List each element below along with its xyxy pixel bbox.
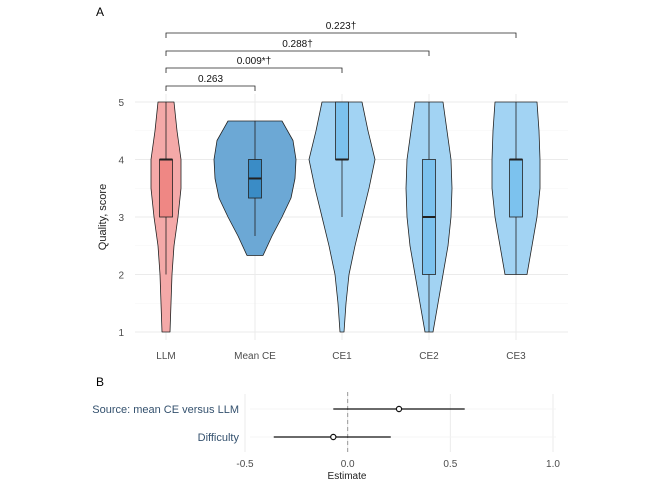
forest-rows: Source: mean CE versus LLM Difficulty <box>92 404 465 444</box>
point-estimate <box>395 405 403 413</box>
x-tick-label-b: 0.5 <box>443 459 457 470</box>
y-tick-label: 5 <box>118 98 124 109</box>
box <box>159 159 173 218</box>
bracket-label: 0.009*† <box>237 56 271 67</box>
x-grid <box>244 392 556 454</box>
y-axis-label: Quality, score <box>97 184 109 250</box>
x-tick-label-b: 1.0 <box>546 459 560 470</box>
bracket-label: 0.223† <box>326 21 357 32</box>
bracket <box>165 67 343 73</box>
x-tick-label-b: -0.5 <box>236 459 254 470</box>
panel-label-b: B <box>96 375 104 389</box>
y-tick-label: 4 <box>118 156 124 167</box>
box <box>335 101 349 160</box>
point-estimate <box>330 433 337 441</box>
y-tick-label: 1 <box>118 328 124 339</box>
significance-brackets: 0.263 0.009*† 0.288† 0.223† <box>165 21 517 91</box>
forest-panel: Source: mean CE versus LLM Difficulty -0.… <box>92 392 560 482</box>
y-tick-label: 3 <box>118 213 124 224</box>
y-tick-label: 2 <box>118 271 124 282</box>
x-tick-labels-b: -0.5 0.0 0.5 1.0 <box>236 459 560 470</box>
x-tick-label-b: 0.0 <box>341 459 355 470</box>
x-tick-label: LLM <box>156 351 175 362</box>
bracket-label: 0.263 <box>198 74 223 85</box>
y-tick-labels: 1 2 3 4 5 <box>118 98 124 339</box>
bracket-label: 0.288† <box>282 39 313 50</box>
bracket <box>165 50 430 56</box>
x-tick-label: CE1 <box>332 351 352 362</box>
panel-label-a: A <box>96 5 104 19</box>
x-axis-label-b: Estimate <box>328 471 367 482</box>
bracket <box>165 32 517 38</box>
x-tick-label: Mean CE <box>234 351 276 362</box>
forest-row-label: Source: mean CE versus LLM <box>92 404 239 416</box>
violins <box>150 101 541 333</box>
box <box>509 159 523 218</box>
bracket <box>165 85 256 91</box>
forest-row-label: Difficulty <box>198 432 240 444</box>
x-tick-labels: LLM Mean CE CE1 CE2 CE3 <box>156 351 526 362</box>
x-tick-label: CE3 <box>506 351 526 362</box>
x-tick-label: CE2 <box>419 351 439 362</box>
